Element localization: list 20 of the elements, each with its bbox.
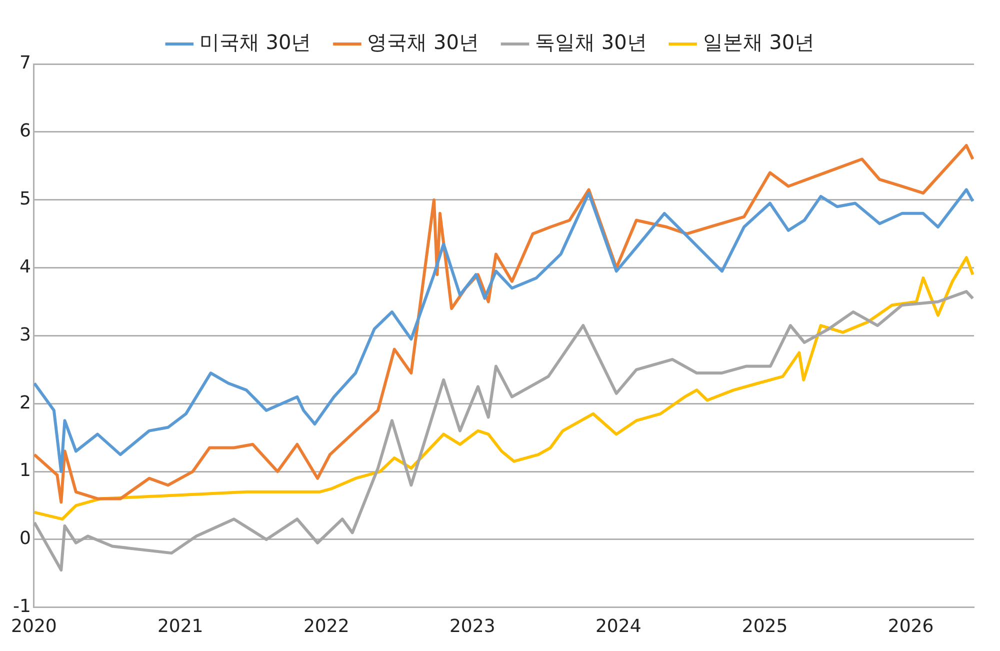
legend-label: 일본채 30년 (702, 30, 815, 54)
y-tick-label: 6 (19, 120, 31, 142)
x-tick-label: 2023 (449, 616, 496, 637)
y-tick-label: 0 (19, 528, 31, 550)
y-tick-label: -1 (12, 596, 31, 618)
y-tick-label: 4 (19, 256, 31, 278)
legend-label: 독일채 30년 (535, 30, 647, 54)
x-tick-label: 2026 (888, 616, 934, 637)
y-tick-label: 2 (19, 392, 31, 414)
legend-label: 영국채 30년 (367, 30, 480, 54)
y-tick-label: 7 (19, 52, 31, 74)
x-tick-label: 2021 (157, 616, 204, 637)
y-tick-label: 5 (19, 188, 31, 210)
x-tick-label: 2020 (11, 616, 57, 637)
y-tick-label: 1 (19, 460, 31, 482)
x-tick-label: 2024 (595, 616, 642, 637)
x-tick-label: 2025 (742, 616, 788, 637)
x-tick-label: 2022 (303, 616, 350, 637)
y-tick-label: 3 (19, 324, 31, 346)
legend-label: 미국채 30년 (199, 30, 312, 54)
